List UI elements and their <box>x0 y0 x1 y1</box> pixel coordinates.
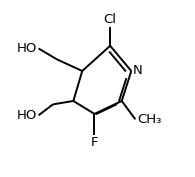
Text: CH₃: CH₃ <box>137 113 161 126</box>
Text: HO: HO <box>17 42 37 55</box>
Text: F: F <box>91 136 98 149</box>
Text: HO: HO <box>17 109 37 122</box>
Text: N: N <box>133 64 143 78</box>
Text: Cl: Cl <box>104 13 117 26</box>
